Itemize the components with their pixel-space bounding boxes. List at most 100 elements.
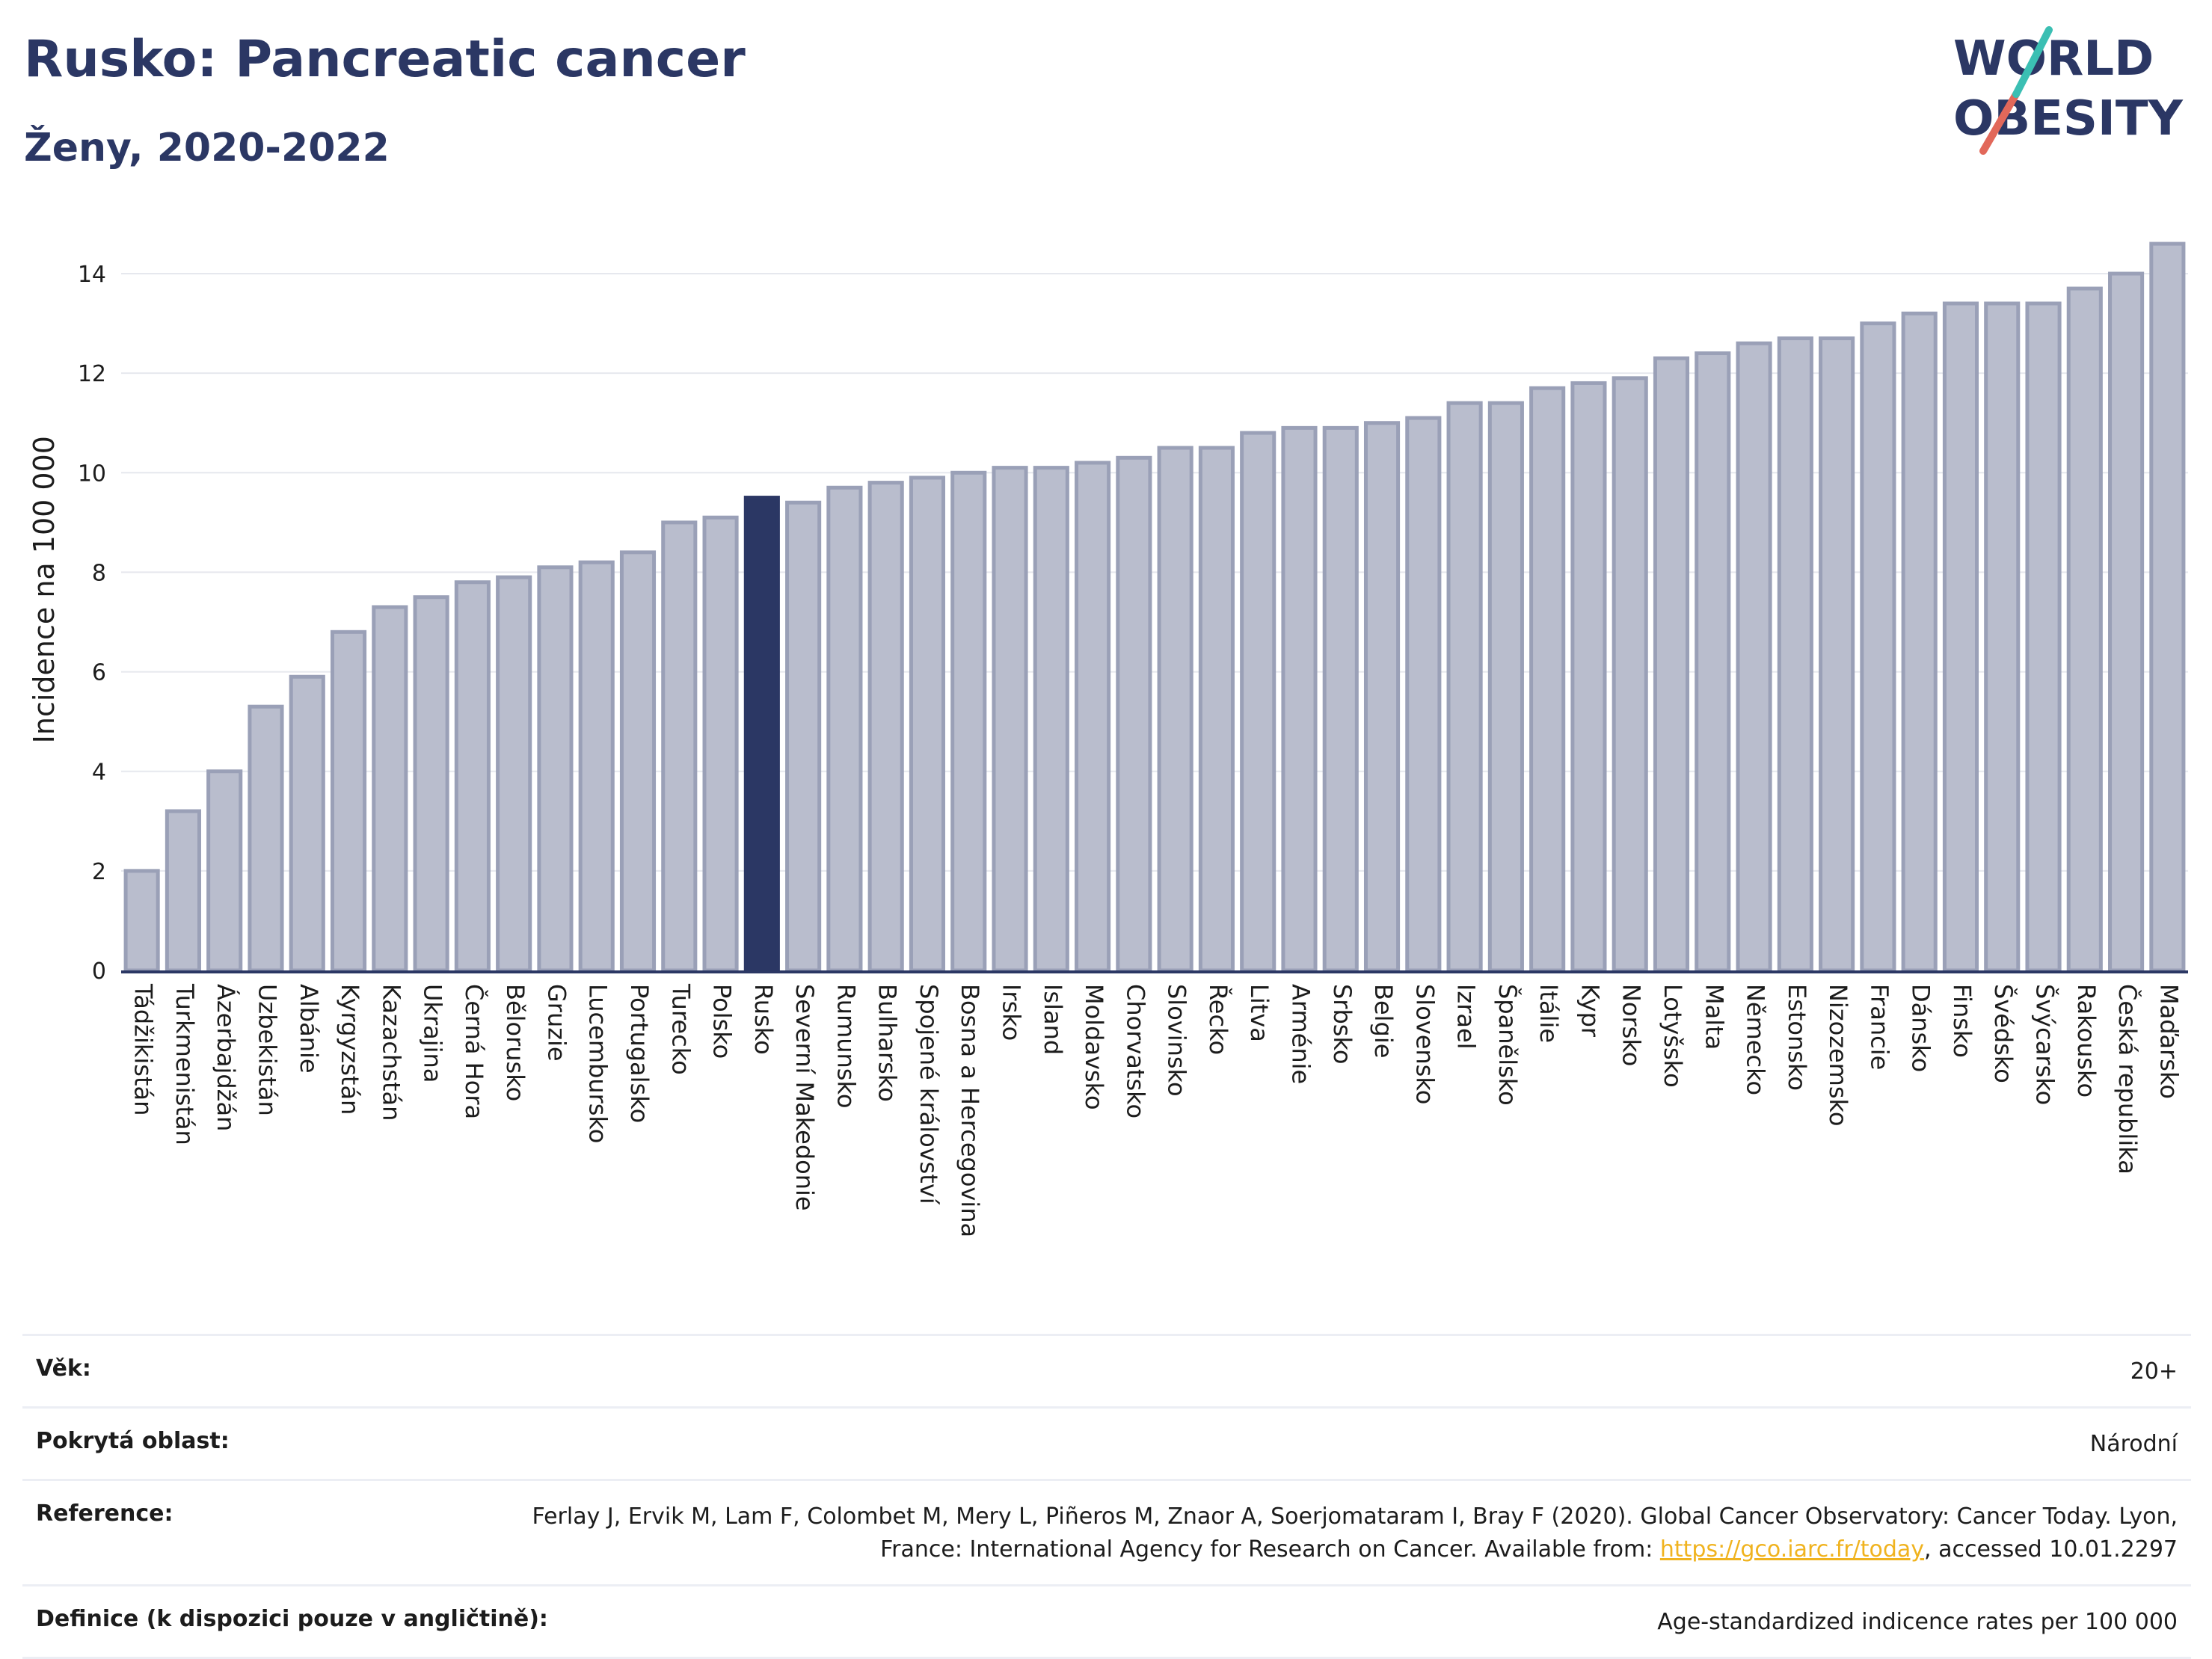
x-tick-label: Moldavsko bbox=[1080, 984, 1108, 1110]
bar-Arménie bbox=[1281, 425, 1318, 973]
x-tick-label: Bosna a Hercegovina bbox=[956, 984, 984, 1237]
x-tick-label: Kyrgyzstán bbox=[336, 984, 364, 1115]
bar-Kypr bbox=[1570, 381, 1607, 973]
bar-Turecko bbox=[661, 520, 698, 973]
x-tick-label: Bělorusko bbox=[501, 984, 529, 1101]
bar-Kazachstán bbox=[372, 605, 408, 973]
chart-title: Rusko: Pancreatic cancer bbox=[24, 30, 746, 89]
bar-Rusko bbox=[743, 496, 780, 973]
bar-Chorvatsko bbox=[1116, 455, 1152, 973]
bar-Estonsko bbox=[1777, 336, 1813, 973]
bar-Bosna a Hercegovina bbox=[950, 470, 987, 973]
bar-Ázerbajdžán bbox=[206, 769, 243, 973]
x-tick-label: Estonsko bbox=[1783, 984, 1811, 1091]
x-tick-label: Finsko bbox=[1948, 984, 1976, 1058]
logo-line1: WORLD bbox=[1953, 31, 2154, 87]
bar-Česká republika bbox=[2108, 271, 2145, 973]
meta-area-label: Pokrytá oblast: bbox=[36, 1428, 230, 1454]
reference-link[interactable]: https://gco.iarc.fr/today bbox=[1659, 1536, 1925, 1563]
chart-subtitle: Ženy, 2020-2022 bbox=[24, 126, 390, 170]
bar-Island bbox=[1033, 466, 1069, 973]
x-tick-label: Černá Hora bbox=[460, 984, 489, 1119]
meta-age-value: 20+ bbox=[2130, 1358, 2178, 1385]
x-tick-label: Tádžikistán bbox=[129, 983, 158, 1115]
meta-row-age: Věk: 20+ bbox=[22, 1334, 2191, 1406]
x-tick-label: Itálie bbox=[1534, 984, 1563, 1043]
y-tick-label: 10 bbox=[78, 461, 106, 487]
x-tick-label: Francie bbox=[1865, 984, 1893, 1070]
bar-Kyrgyzstán bbox=[330, 630, 367, 973]
x-tick-label: Izrael bbox=[1452, 984, 1481, 1050]
x-tick-label: Lotyšsko bbox=[1659, 984, 1687, 1088]
x-tick-label: Island bbox=[1039, 984, 1067, 1055]
x-tick-labels: Tádžikistán Turkmenistán Ázerbajdžán Uzbeki… bbox=[129, 983, 2184, 1237]
x-tick-label: Severní Makedonie bbox=[790, 984, 819, 1211]
bar-Litva bbox=[1240, 431, 1276, 973]
bar-Švýcarsko bbox=[2025, 301, 2062, 973]
bar-Tádžikistán bbox=[123, 869, 160, 973]
x-tick-label: Rumunsko bbox=[832, 984, 860, 1108]
logo-slash-red bbox=[1979, 90, 2020, 155]
bar-Moldavsko bbox=[1075, 461, 1111, 973]
x-tick-label: Malta bbox=[1700, 984, 1728, 1050]
x-tick-label: Norsko bbox=[1617, 984, 1646, 1066]
bars bbox=[123, 241, 2186, 973]
x-tick-label: Spojené království bbox=[915, 984, 943, 1205]
bar-Černá Hora bbox=[454, 580, 491, 973]
bar-Řecko bbox=[1198, 446, 1235, 973]
x-tick-label: Rakousko bbox=[2072, 984, 2101, 1098]
x-tick-label: Slovinsko bbox=[1163, 984, 1191, 1097]
x-tick-label: Chorvatsko bbox=[1121, 984, 1149, 1118]
x-tick-label: Bulharsko bbox=[873, 984, 902, 1102]
x-tick-label: Česká republika bbox=[2113, 984, 2142, 1175]
meta-row-reference: Reference: Ferlay J, Ervik M, Lam F, Col… bbox=[22, 1479, 2191, 1584]
y-tick-label: 2 bbox=[92, 859, 106, 885]
x-tick-label: Dánsko bbox=[1907, 984, 1935, 1072]
bar-Nizozemsko bbox=[1819, 336, 1855, 973]
reference-accessed: , accessed 10.01.2297 bbox=[1924, 1536, 2178, 1563]
logo-slash-teal bbox=[2012, 26, 2053, 98]
meta-definition-label: Definice (k dispozici pouze v angličtině… bbox=[36, 1606, 548, 1632]
bar-Dánsko bbox=[1901, 311, 1938, 973]
bar-Rumunsko bbox=[826, 485, 863, 973]
bar-Srbsko bbox=[1322, 425, 1359, 973]
y-tick-label: 14 bbox=[78, 262, 106, 288]
x-tick-label: Slovensko bbox=[1410, 984, 1439, 1104]
bar-Lucembursko bbox=[578, 560, 615, 973]
bar-Rakousko bbox=[2066, 286, 2103, 973]
bar-Spojené království bbox=[909, 475, 946, 973]
x-tick-label: Kypr bbox=[1576, 984, 1604, 1038]
bar-Maďarsko bbox=[2149, 241, 2186, 973]
bar-Gruzie bbox=[537, 565, 574, 973]
x-tick-label: Kazachstán bbox=[377, 984, 405, 1121]
bar-Slovinsko bbox=[1157, 446, 1193, 973]
x-tick-label: Belgie bbox=[1369, 984, 1398, 1058]
bar-Lotyšsko bbox=[1653, 356, 1690, 973]
y-axis-label: Incidence na 100 000 bbox=[28, 436, 61, 743]
meta-area-value: Národní bbox=[2089, 1431, 2178, 1457]
x-tick-label: Švédsko bbox=[1989, 984, 2018, 1083]
x-tick-label: Portugalsko bbox=[625, 984, 654, 1123]
bar-Uzbekistán bbox=[248, 704, 284, 973]
meta-row-area: Pokrytá oblast: Národní bbox=[22, 1406, 2191, 1479]
bar-Německo bbox=[1736, 341, 1772, 973]
x-tick-label: Ázerbajdžán bbox=[212, 984, 240, 1131]
meta-age-label: Věk: bbox=[36, 1355, 91, 1382]
bar-Itálie bbox=[1529, 386, 1566, 973]
bar-Portugalsko bbox=[619, 550, 657, 973]
bar-Španělsko bbox=[1487, 401, 1524, 973]
x-tick-label: Gruzie bbox=[542, 984, 571, 1062]
y-tick-labels: 0 2 4 6 8 10 12 14 bbox=[78, 262, 106, 985]
bar-Polsko bbox=[702, 515, 739, 973]
meta-reference-value: Ferlay J, Ervik M, Lam F, Colombet M, Me… bbox=[458, 1501, 2178, 1566]
x-tick-label: Albánie bbox=[295, 984, 323, 1074]
bar-Albánie bbox=[289, 674, 325, 973]
bar-Bulharsko bbox=[867, 481, 904, 973]
bar-Malta bbox=[1695, 351, 1731, 973]
bar-Ukrajina bbox=[413, 595, 449, 973]
bar-Slovensko bbox=[1405, 416, 1442, 973]
bar-Irsko bbox=[992, 466, 1028, 973]
metadata-table: Věk: 20+ Pokrytá oblast: Národní Referen… bbox=[22, 1334, 2191, 1659]
x-tick-label: Řecko bbox=[1204, 984, 1232, 1055]
x-tick-label: Uzbekistán bbox=[253, 984, 281, 1116]
